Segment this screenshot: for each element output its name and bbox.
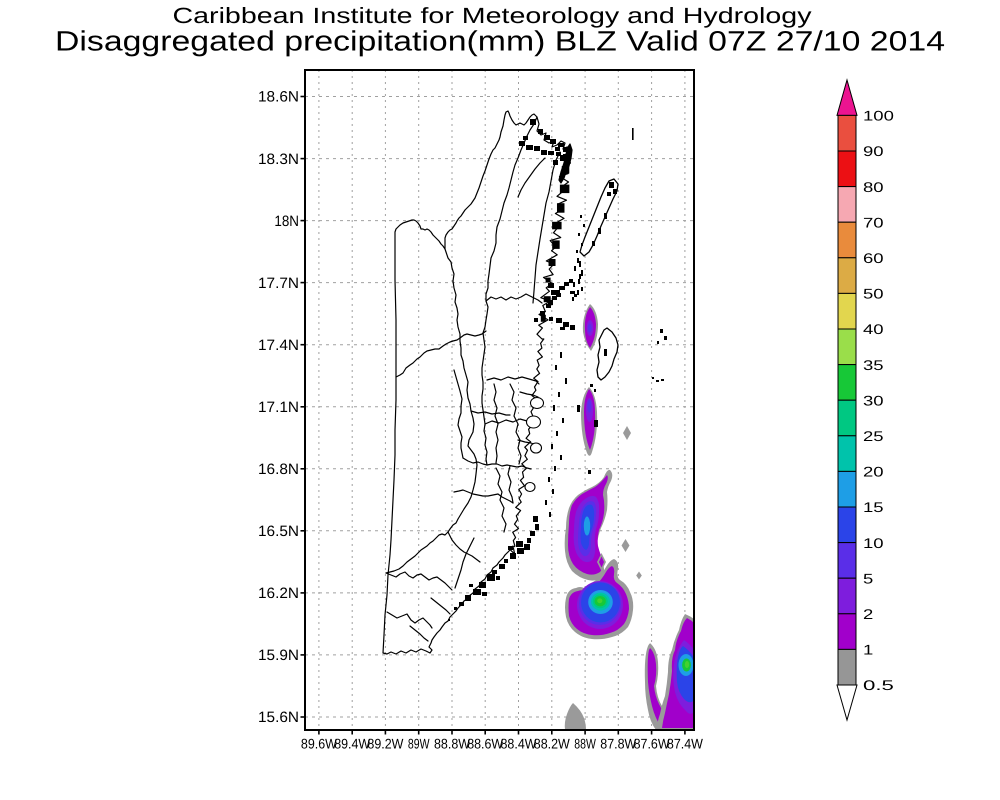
svg-text:89.2W: 89.2W	[367, 736, 404, 752]
svg-text:18N: 18N	[274, 213, 299, 230]
svg-text:87.6W: 87.6W	[634, 736, 671, 752]
svg-text:18.3N: 18.3N	[258, 151, 299, 168]
svg-text:35: 35	[863, 357, 884, 373]
svg-text:89W: 89W	[408, 736, 430, 752]
svg-text:17.1N: 17.1N	[258, 399, 299, 416]
svg-text:16.5N: 16.5N	[258, 523, 299, 540]
svg-text:2: 2	[863, 606, 874, 622]
svg-text:88.6W: 88.6W	[467, 736, 504, 752]
svg-text:17.7N: 17.7N	[258, 275, 299, 292]
svg-text:18.6N: 18.6N	[258, 89, 299, 106]
svg-text:80: 80	[863, 179, 884, 195]
svg-text:70: 70	[863, 214, 884, 230]
svg-text:87.4W: 87.4W	[667, 736, 704, 752]
svg-text:88W: 88W	[574, 736, 596, 752]
svg-text:15.6N: 15.6N	[258, 709, 299, 726]
svg-text:Disaggregated precipitation(mm: Disaggregated precipitation(mm) BLZ Vali…	[55, 26, 945, 57]
svg-text:87.8W: 87.8W	[600, 736, 637, 752]
svg-text:17.4N: 17.4N	[258, 337, 299, 354]
svg-text:16.8N: 16.8N	[258, 461, 299, 478]
svg-text:100: 100	[863, 108, 894, 124]
svg-text:88.4W: 88.4W	[501, 736, 538, 752]
svg-text:Caribbean Institute for Meteor: Caribbean Institute for Meteorology and …	[173, 3, 812, 28]
svg-text:15.9N: 15.9N	[258, 647, 299, 664]
svg-text:1: 1	[863, 642, 874, 658]
svg-text:89.6W: 89.6W	[301, 736, 338, 752]
svg-text:0.5: 0.5	[863, 677, 894, 693]
svg-text:10: 10	[863, 535, 884, 551]
svg-text:40: 40	[863, 321, 884, 337]
svg-text:90: 90	[863, 143, 884, 159]
svg-text:88.8W: 88.8W	[434, 736, 471, 752]
svg-text:16.2N: 16.2N	[258, 585, 299, 602]
svg-text:88.2W: 88.2W	[534, 736, 571, 752]
svg-text:25: 25	[863, 428, 884, 444]
svg-text:60: 60	[863, 250, 884, 266]
svg-text:50: 50	[863, 286, 884, 302]
svg-text:15: 15	[863, 499, 884, 515]
svg-text:30: 30	[863, 392, 884, 408]
svg-text:5: 5	[863, 570, 874, 586]
svg-text:89.4W: 89.4W	[334, 736, 371, 752]
svg-text:20: 20	[863, 464, 884, 480]
